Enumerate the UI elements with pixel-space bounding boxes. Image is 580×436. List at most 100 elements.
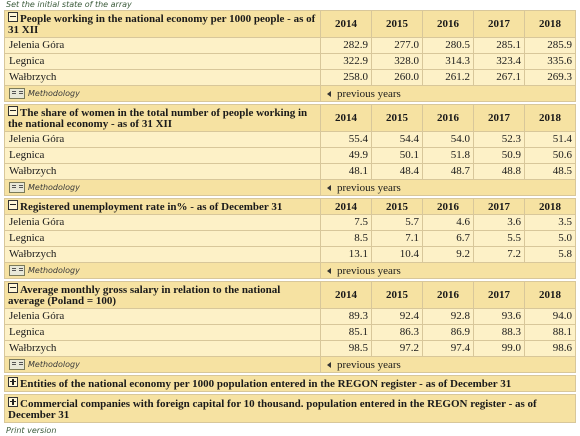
cell-value: 98.5 xyxy=(320,340,372,357)
section-title: The share of women in the total number o… xyxy=(8,107,308,130)
cell-value: 52.3 xyxy=(473,131,525,148)
previous-years-button[interactable]: previous years xyxy=(320,85,576,102)
methodology-link[interactable]: Methodology xyxy=(4,262,321,279)
cell-value: 269.3 xyxy=(524,69,576,86)
cell-value: 7.1 xyxy=(371,230,423,247)
expand-icon[interactable] xyxy=(8,396,18,407)
methodology-link[interactable]: Methodology xyxy=(4,356,321,373)
year-header: 2016 xyxy=(422,281,474,309)
section-title: Average monthly gross salary in relation… xyxy=(8,284,281,307)
cell-value: 51.4 xyxy=(524,131,576,148)
methodology-link[interactable]: Methodology xyxy=(4,179,321,196)
table-foreign-capital: Commercial companies with foreign capita… xyxy=(4,394,576,423)
cell-value: 5.8 xyxy=(524,246,576,263)
cell-value: 48.8 xyxy=(473,163,525,180)
cell-value: 98.6 xyxy=(524,340,576,357)
methodology-icon xyxy=(9,359,25,370)
previous-years-button[interactable]: previous years xyxy=(320,179,576,196)
previous-years-button[interactable]: previous years xyxy=(320,262,576,279)
methodology-icon xyxy=(9,88,25,99)
collapse-icon[interactable] xyxy=(8,12,18,22)
cell-value: 88.1 xyxy=(524,324,576,341)
cell-value: 8.5 xyxy=(320,230,372,247)
collapse-icon[interactable] xyxy=(8,283,18,293)
year-header: 2017 xyxy=(473,10,525,38)
cell-value: 48.5 xyxy=(524,163,576,180)
collapse-icon[interactable] xyxy=(8,200,18,210)
region-name: Legnica xyxy=(4,230,321,247)
cell-value: 93.6 xyxy=(473,308,525,325)
region-name: Legnica xyxy=(4,324,321,341)
methodology-icon xyxy=(9,182,25,193)
cell-value: 54.4 xyxy=(371,131,423,148)
cell-value: 261.2 xyxy=(422,69,474,86)
cell-value: 285.1 xyxy=(473,37,525,54)
region-name: Wałbrzych xyxy=(4,163,321,180)
table-row: Legnica 85.1 86.3 86.9 88.3 88.1 xyxy=(4,324,576,341)
year-header: 2014 xyxy=(320,10,372,38)
section-header[interactable]: Registered unemployment rate in% - as of… xyxy=(4,198,321,215)
cell-value: 86.9 xyxy=(422,324,474,341)
year-header: 2015 xyxy=(371,104,423,132)
cell-value: 97.4 xyxy=(422,340,474,357)
table-women-share: The share of women in the total number o… xyxy=(4,104,576,196)
cell-value: 92.4 xyxy=(371,308,423,325)
region-name: Legnica xyxy=(4,147,321,164)
table-row: Legnica 322.9 328.0 314.3 323.4 335.6 xyxy=(4,53,576,70)
year-header: 2018 xyxy=(524,281,576,309)
year-header: 2016 xyxy=(422,198,474,215)
table-row: Wałbrzych 13.1 10.4 9.2 7.2 5.8 xyxy=(4,246,576,263)
year-header: 2018 xyxy=(524,104,576,132)
cell-value: 7.2 xyxy=(473,246,525,263)
section-title: Commercial companies with foreign capita… xyxy=(8,397,537,421)
cell-value: 50.1 xyxy=(371,147,423,164)
reset-table-link[interactable]: Set the initial state of the array xyxy=(6,0,132,9)
section-header[interactable]: The share of women in the total number o… xyxy=(4,104,321,132)
section-header[interactable]: Average monthly gross salary in relation… xyxy=(4,281,321,309)
cell-value: 267.1 xyxy=(473,69,525,86)
year-header: 2014 xyxy=(320,104,372,132)
previous-years-label: previous years xyxy=(337,358,401,371)
section-header-collapsed[interactable]: Entities of the national economy per 100… xyxy=(4,375,576,392)
cell-value: 258.0 xyxy=(320,69,372,86)
section-header[interactable]: People working in the national economy p… xyxy=(4,10,321,38)
region-name: Wałbrzych xyxy=(4,246,321,263)
previous-years-button[interactable]: previous years xyxy=(320,356,576,373)
collapse-icon[interactable] xyxy=(8,106,18,116)
cell-value: 5.7 xyxy=(371,214,423,231)
section-title: Registered unemployment rate in% - as of… xyxy=(20,201,283,213)
region-name: Jelenia Góra xyxy=(4,308,321,325)
methodology-link[interactable]: Methodology xyxy=(4,85,321,102)
region-name: Wałbrzych xyxy=(4,69,321,86)
region-name: Jelenia Góra xyxy=(4,37,321,54)
cell-value: 9.2 xyxy=(422,246,474,263)
expand-icon[interactable] xyxy=(8,377,18,387)
table-row: Jelenia Góra 7.5 5.7 4.6 3.6 3.5 xyxy=(4,214,576,231)
year-header: 2016 xyxy=(422,10,474,38)
table-row: Jelenia Góra 55.4 54.4 54.0 52.3 51.4 xyxy=(4,131,576,148)
arrow-left-icon xyxy=(327,267,331,274)
table-row: Wałbrzych 48.1 48.4 48.7 48.8 48.5 xyxy=(4,163,576,180)
cell-value: 54.0 xyxy=(422,131,474,148)
previous-years-label: previous years xyxy=(337,181,401,194)
cell-value: 280.5 xyxy=(422,37,474,54)
year-header: 2014 xyxy=(320,281,372,309)
cell-value: 328.0 xyxy=(371,53,423,70)
table-row: Legnica 8.5 7.1 6.7 5.5 5.0 xyxy=(4,230,576,247)
region-name: Legnica xyxy=(4,53,321,70)
table-regon-entities: Entities of the national economy per 100… xyxy=(4,375,576,392)
table-unemployment-rate: Registered unemployment rate in% - as of… xyxy=(4,198,576,279)
cell-value: 51.8 xyxy=(422,147,474,164)
cell-value: 50.6 xyxy=(524,147,576,164)
cell-value: 335.6 xyxy=(524,53,576,70)
table-people-working: People working in the national economy p… xyxy=(4,10,576,102)
cell-value: 89.3 xyxy=(320,308,372,325)
cell-value: 3.6 xyxy=(473,214,525,231)
previous-years-label: previous years xyxy=(337,87,401,100)
print-version-link[interactable]: Print version xyxy=(6,426,57,435)
section-header-collapsed[interactable]: Commercial companies with foreign capita… xyxy=(4,394,576,423)
year-header: 2015 xyxy=(371,198,423,215)
table-row: Wałbrzych 98.5 97.2 97.4 99.0 98.6 xyxy=(4,340,576,357)
cell-value: 314.3 xyxy=(422,53,474,70)
region-name: Jelenia Góra xyxy=(4,131,321,148)
